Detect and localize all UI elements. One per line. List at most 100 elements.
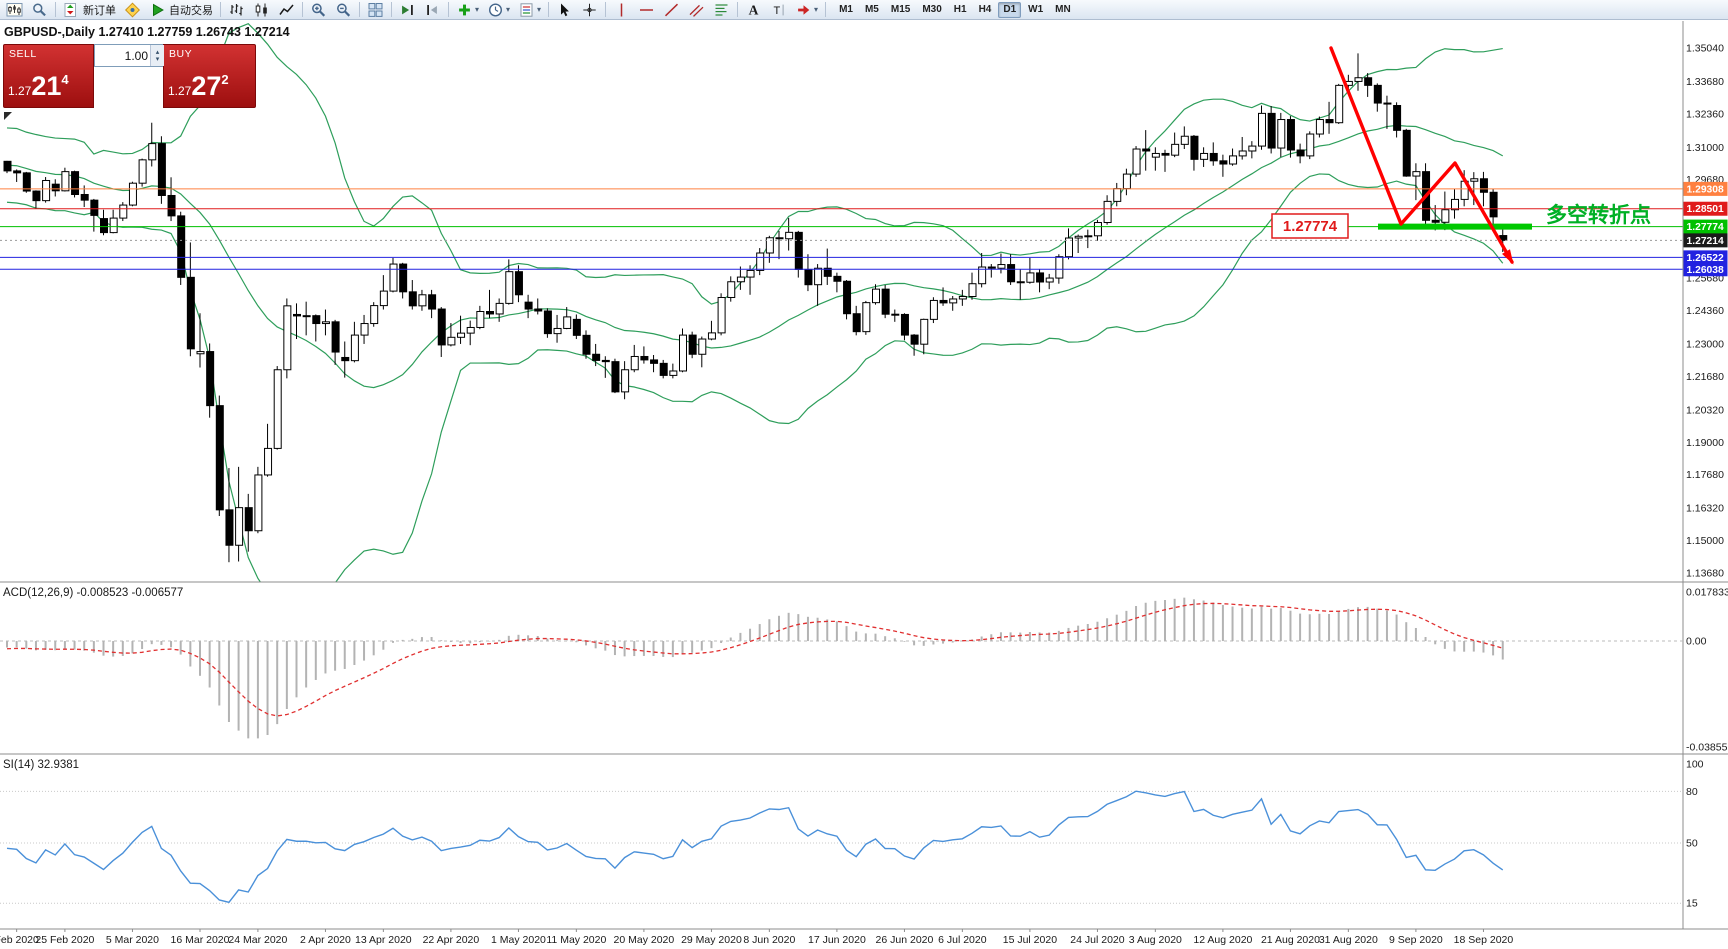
volume-input[interactable]: 1.00 <box>94 44 165 67</box>
text-label-button[interactable]: T <box>767 0 790 20</box>
toolbar-separator <box>391 2 392 17</box>
volume-spinner[interactable]: ▴ ▾ <box>150 45 164 66</box>
text-icon: A <box>745 2 762 18</box>
svg-text:1.26038: 1.26038 <box>1687 265 1724 276</box>
crosshair-button[interactable] <box>578 0 601 20</box>
svg-text:16 Mar 2020: 16 Mar 2020 <box>171 934 230 946</box>
line-chart-mode-button[interactable] <box>275 0 298 20</box>
volume-value: 1.00 <box>124 48 148 63</box>
svg-text:1.31000: 1.31000 <box>1686 142 1724 154</box>
svg-text:1.20320: 1.20320 <box>1686 404 1724 416</box>
bar-chart-icon <box>228 2 245 18</box>
price-box-1.29308 <box>1683 181 1728 196</box>
macd-signal-line <box>6 602 1503 717</box>
svg-text:24 Jul 2020: 24 Jul 2020 <box>1070 934 1124 946</box>
new-order-icon <box>63 2 80 18</box>
dropdown-caret-icon[interactable]: ▾ <box>475 5 480 14</box>
autotrading-button[interactable]: 自动交易 <box>146 0 216 20</box>
new-chart-button[interactable] <box>3 0 26 20</box>
svg-text:3 Aug 2020: 3 Aug 2020 <box>1129 934 1182 946</box>
zoom-in-button[interactable] <box>307 0 330 20</box>
svg-text:1.13680: 1.13680 <box>1686 568 1724 580</box>
svg-text:15 Jul 2020: 15 Jul 2020 <box>1003 934 1057 946</box>
svg-text:1.15000: 1.15000 <box>1686 535 1724 547</box>
ask-price: 1.27272 <box>168 71 229 101</box>
autotrading-icon <box>149 2 166 18</box>
dropdown-caret-icon[interactable]: ▾ <box>506 5 511 14</box>
chart-background <box>0 21 1728 949</box>
rsi-panel <box>0 790 1683 904</box>
toolbar-separator <box>737 2 739 17</box>
timeframe-m30[interactable]: M30 <box>922 3 942 15</box>
sell-label: SELL <box>9 48 37 60</box>
tile-windows-button[interactable] <box>364 0 387 20</box>
svg-text:1.23000: 1.23000 <box>1686 338 1724 350</box>
toolbar-separator <box>55 2 56 17</box>
timeframe-m5[interactable]: M5 <box>864 3 879 15</box>
spinner-up-icon[interactable]: ▴ <box>155 48 160 56</box>
crosshair-icon <box>581 2 598 18</box>
bollinger-middle-band <box>6 124 1504 389</box>
text-button[interactable]: A <box>742 0 765 20</box>
bar-chart-mode-button[interactable] <box>225 0 248 20</box>
svg-text:5 Mar 2020: 5 Mar 2020 <box>106 934 159 946</box>
timeframe-h1[interactable]: H1 <box>953 3 967 15</box>
price-box-1.26522 <box>1683 250 1728 265</box>
cursor-button[interactable] <box>553 0 576 20</box>
vertical-line-button[interactable] <box>610 0 633 20</box>
auto-scroll-button[interactable] <box>396 0 419 20</box>
spinner-down-icon[interactable]: ▾ <box>155 55 160 63</box>
macd-axis-label: 0.00 <box>1686 636 1707 648</box>
timeframe-m1[interactable]: M1 <box>839 3 853 15</box>
trend-arrow-line[interactable] <box>1329 46 1514 264</box>
svg-text:24 Mar 2020: 24 Mar 2020 <box>228 934 287 946</box>
svg-text:25 Feb 2020: 25 Feb 2020 <box>35 934 94 946</box>
timeframe-mn[interactable]: MN <box>1055 3 1071 15</box>
svg-text:1.28501: 1.28501 <box>1687 204 1724 215</box>
autotrading-label: 自动交易 <box>169 4 213 17</box>
timeframe-h4[interactable]: H4 <box>978 3 992 15</box>
periods-button[interactable]: ▾ <box>484 0 513 20</box>
trendline-button[interactable] <box>660 0 683 20</box>
dropdown-caret-icon[interactable]: ▾ <box>814 5 819 14</box>
chart-shift-button[interactable] <box>421 0 444 20</box>
templates-button[interactable]: ▾ <box>515 0 544 20</box>
timeframe-m15[interactable]: M15 <box>890 3 911 15</box>
fibonacci-icon <box>713 2 730 18</box>
current-price-box <box>1683 233 1728 248</box>
price-box-1.28501 <box>1683 201 1728 216</box>
sell-button[interactable]: SELL 1.27214 <box>3 44 94 108</box>
svg-text:1.32360: 1.32360 <box>1686 108 1724 120</box>
one-click-trading-panel: SELL 1.27214 1.00 ▴ ▾ BUY 1.27272 <box>3 44 256 108</box>
candlestick-mode-button[interactable] <box>250 0 273 20</box>
buy-button[interactable]: BUY 1.27272 <box>163 44 256 108</box>
toolbar-separator <box>825 2 827 17</box>
svg-text:1.16320: 1.16320 <box>1686 503 1724 515</box>
hline-icon <box>638 2 655 18</box>
horizontal-line-button[interactable] <box>635 0 658 20</box>
turning-point-note[interactable]: 多空转折点 <box>1546 203 1651 227</box>
fibonacci-button[interactable] <box>710 0 733 20</box>
price-callout-box[interactable] <box>1271 213 1349 239</box>
timeframe-d1[interactable]: D1 <box>998 1 1022 18</box>
indicators-button[interactable]: ▾ <box>453 0 482 20</box>
toolbar-separator <box>605 2 607 17</box>
svg-text:Feb 2020: Feb 2020 <box>0 934 39 946</box>
one-click-collapse-arrow[interactable] <box>4 112 12 120</box>
equidistant-channel-button[interactable] <box>685 0 708 20</box>
timeframe-w1[interactable]: W1 <box>1028 3 1044 15</box>
arrows-button[interactable]: ▾ <box>792 0 821 20</box>
svg-text:18 Sep 2020: 18 Sep 2020 <box>1454 934 1514 946</box>
new-order-button[interactable]: 新订单 <box>60 0 119 20</box>
symbol-search-button[interactable] <box>28 0 51 20</box>
rsi-axis-label: 100 <box>1686 759 1704 771</box>
zoom-out-button[interactable] <box>332 0 355 20</box>
svg-text:26 Jun 2020: 26 Jun 2020 <box>876 934 934 946</box>
svg-text:11 May 2020: 11 May 2020 <box>546 934 606 946</box>
macd-panel <box>0 597 1683 739</box>
metaeditor-icon <box>124 1 141 18</box>
metaeditor-button[interactable] <box>121 0 144 20</box>
dropdown-caret-icon[interactable]: ▾ <box>537 5 542 14</box>
